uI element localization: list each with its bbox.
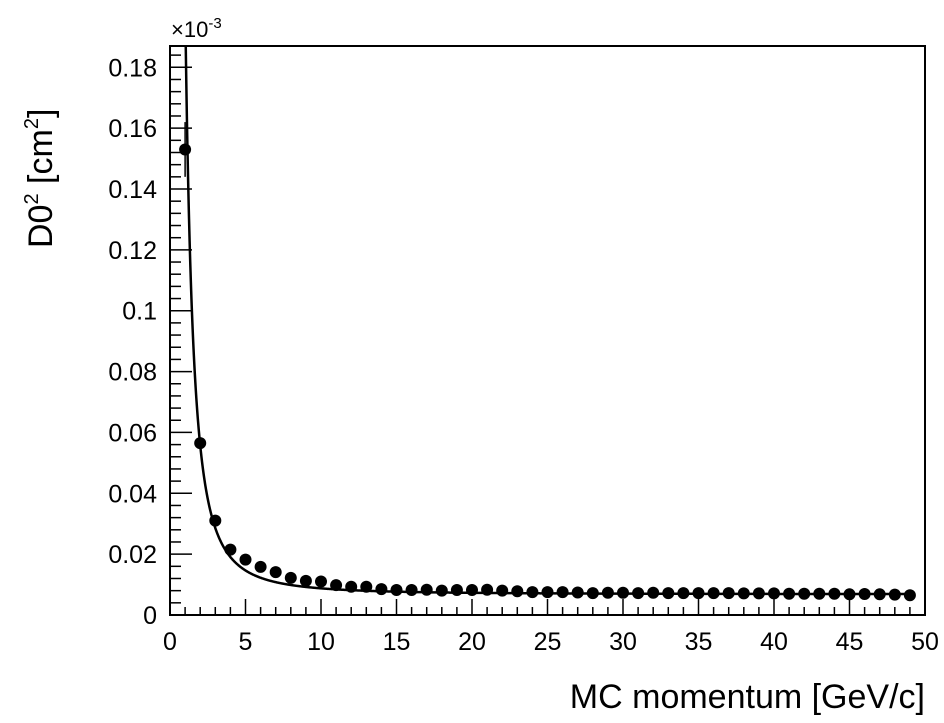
x-tick-label: 35	[685, 628, 713, 656]
data-point	[420, 583, 433, 596]
data-point	[239, 553, 252, 566]
x-tick-label: 20	[458, 628, 486, 656]
data-point	[813, 587, 826, 600]
data-point	[632, 587, 645, 600]
data-point	[647, 586, 660, 599]
y-axis-tick-labels: 0 0.02 0.04 0.06 0.08 0.1 0.12 0.14 0.16 0.18	[108, 54, 157, 630]
x-tick-label: 5	[239, 628, 253, 656]
data-point	[511, 585, 524, 598]
data-point	[617, 586, 629, 599]
data-point	[783, 587, 796, 600]
data-point	[254, 560, 267, 573]
data-markers	[179, 143, 916, 602]
data-point	[692, 587, 705, 600]
data-point	[481, 583, 494, 596]
data-point	[722, 587, 735, 600]
y-tick-label: 0.08	[108, 359, 157, 387]
data-point	[224, 543, 237, 556]
plot-frame	[169, 45, 926, 616]
data-point	[435, 584, 448, 597]
data-point	[737, 587, 750, 600]
fit-curve	[184, 45, 913, 596]
x-tick-label: 45	[836, 628, 864, 656]
data-point	[601, 586, 614, 599]
y-tick-label: 0.14	[108, 176, 157, 204]
data-point	[752, 587, 765, 600]
data-point	[556, 586, 569, 599]
data-point	[390, 584, 403, 597]
y-axis-multiplier: ×10-3	[171, 15, 222, 42]
data-point	[194, 437, 207, 450]
y-tick-label: 0.18	[108, 54, 157, 82]
data-point	[299, 574, 312, 587]
y-tick-label: 0.04	[108, 480, 157, 508]
data-point	[360, 580, 373, 593]
data-point	[843, 588, 856, 601]
y-axis-title: D02 [cm2]	[21, 109, 60, 248]
data-point	[179, 143, 192, 156]
data-point	[284, 571, 297, 584]
data-point	[662, 587, 675, 600]
data-point	[405, 584, 418, 597]
x-tick-label: 10	[307, 628, 335, 656]
data-point	[315, 575, 327, 588]
data-point	[541, 586, 554, 599]
data-point	[768, 587, 780, 600]
data-point	[526, 586, 539, 599]
x-tick-label: 25	[534, 628, 562, 656]
x-axis-ticks	[169, 599, 926, 615]
data-point	[828, 587, 841, 600]
y-tick-label: 0.02	[108, 541, 157, 569]
data-point	[586, 587, 599, 600]
data-point	[375, 583, 388, 596]
y-tick-label: 0.06	[108, 419, 157, 447]
x-axis-tick-labels: 0 5 10 15 20 25 30 35 40 45 50	[163, 628, 939, 656]
x-tick-label: 0	[163, 628, 177, 656]
data-point	[209, 514, 222, 527]
x-tick-label: 30	[609, 628, 637, 656]
data-point	[858, 588, 871, 601]
data-point	[269, 566, 282, 579]
y-tick-label: 0.16	[108, 115, 157, 143]
y-axis-ticks	[170, 54, 192, 616]
data-point	[345, 580, 358, 593]
data-point	[903, 589, 916, 602]
data-point	[888, 588, 901, 601]
y-tick-label: 0.1	[122, 298, 157, 326]
x-tick-label: 15	[383, 628, 411, 656]
data-point	[330, 579, 343, 592]
data-point	[677, 587, 690, 600]
data-point	[707, 587, 720, 600]
x-axis-title: MC momentum [GeV/c]	[570, 678, 925, 716]
x-tick-label: 40	[760, 628, 788, 656]
y-tick-label: 0.12	[108, 237, 157, 265]
data-point	[873, 588, 886, 601]
data-point	[496, 584, 509, 597]
data-point	[466, 584, 478, 597]
data-point	[571, 586, 584, 599]
data-point	[450, 584, 463, 597]
y-tick-label: 0	[143, 602, 157, 630]
x-tick-label: 50	[911, 628, 939, 656]
data-point	[798, 587, 811, 600]
